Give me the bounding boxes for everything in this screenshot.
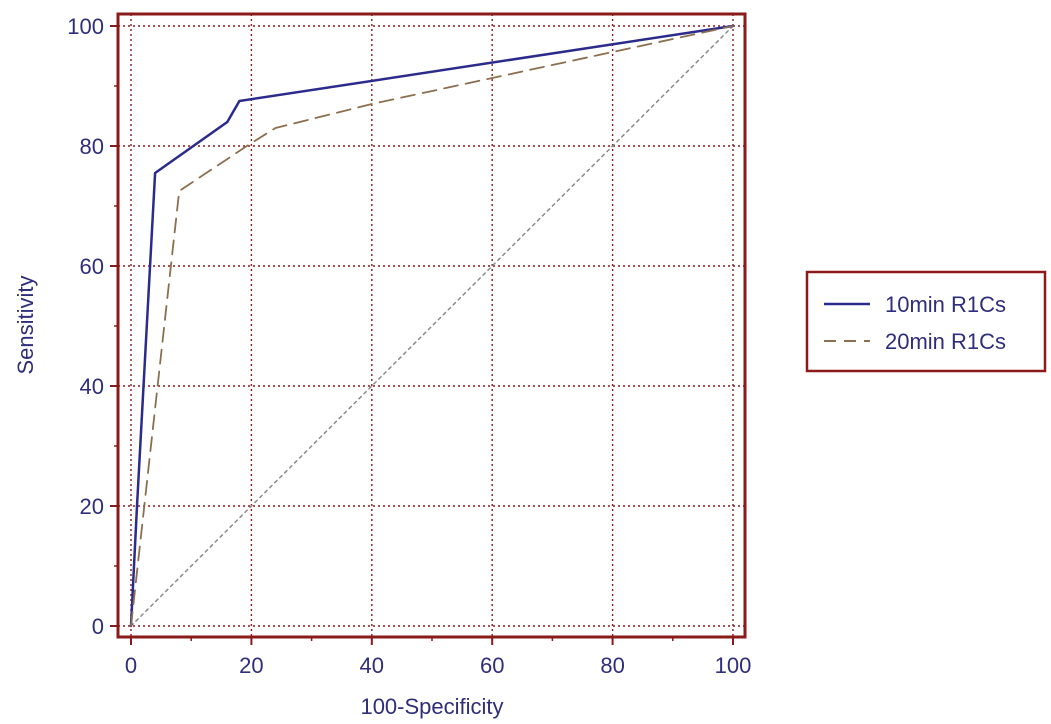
y-tick-label-80: 80 bbox=[80, 134, 104, 159]
reference-diagonal bbox=[130, 25, 734, 627]
y-tick-label-40: 40 bbox=[80, 374, 104, 399]
grid bbox=[118, 14, 745, 637]
x-tick-label-40: 40 bbox=[360, 653, 384, 678]
y-axis-label: Sensitivity bbox=[13, 275, 38, 374]
diagonal-reference-line bbox=[130, 25, 734, 627]
y-tick-label-60: 60 bbox=[80, 254, 104, 279]
legend: 10min R1Cs 20min R1Cs bbox=[805, 270, 1047, 373]
series-line-1 bbox=[130, 25, 734, 627]
axis-ticks: 0 20 40 60 80 100 0 20 40 60 80 100 bbox=[67, 14, 751, 678]
y-tick-label-100: 100 bbox=[67, 14, 104, 39]
x-tick-label-80: 80 bbox=[600, 653, 624, 678]
legend-label-10min: 10min R1Cs bbox=[885, 292, 1006, 317]
x-axis-label: 100-Specificity bbox=[360, 694, 503, 719]
x-tick-label-0: 0 bbox=[125, 653, 137, 678]
x-tick-label-20: 20 bbox=[239, 653, 263, 678]
y-tick-label-20: 20 bbox=[80, 494, 104, 519]
series-lines bbox=[129, 24, 735, 628]
legend-box bbox=[805, 270, 1047, 373]
x-tick-label-100: 100 bbox=[715, 653, 752, 678]
legend-label-20min: 20min R1Cs bbox=[885, 329, 1006, 354]
y-tick-label-0: 0 bbox=[92, 614, 104, 639]
series-line-0 bbox=[129, 24, 735, 628]
x-tick-label-60: 60 bbox=[480, 653, 504, 678]
